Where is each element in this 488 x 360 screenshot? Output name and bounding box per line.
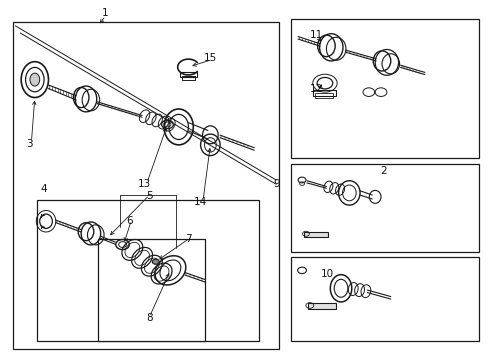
Circle shape: [152, 259, 159, 264]
Text: 11: 11: [309, 30, 323, 40]
Bar: [304, 231, 328, 237]
Bar: [290, 19, 478, 158]
Text: 3: 3: [25, 139, 32, 149]
Text: 13: 13: [138, 179, 151, 189]
Bar: [290, 164, 478, 252]
Bar: [312, 90, 335, 96]
Bar: [98, 239, 205, 341]
Bar: [290, 257, 478, 341]
Text: 9: 9: [273, 179, 280, 189]
Text: 1: 1: [102, 8, 109, 18]
Bar: [314, 93, 332, 98]
Text: 12: 12: [309, 84, 323, 94]
Text: 15: 15: [203, 53, 217, 63]
Text: 8: 8: [146, 313, 152, 323]
Ellipse shape: [30, 73, 40, 86]
Text: 2: 2: [379, 166, 386, 176]
Bar: [37, 200, 259, 341]
Bar: [179, 72, 197, 77]
Text: 4: 4: [40, 184, 47, 194]
Bar: [307, 303, 335, 309]
Text: 5: 5: [146, 191, 152, 201]
Bar: [182, 76, 194, 80]
Text: 7: 7: [185, 234, 191, 244]
Bar: [13, 22, 278, 348]
Text: 6: 6: [126, 216, 133, 226]
Text: 10: 10: [320, 269, 333, 279]
Text: 14: 14: [194, 197, 207, 207]
